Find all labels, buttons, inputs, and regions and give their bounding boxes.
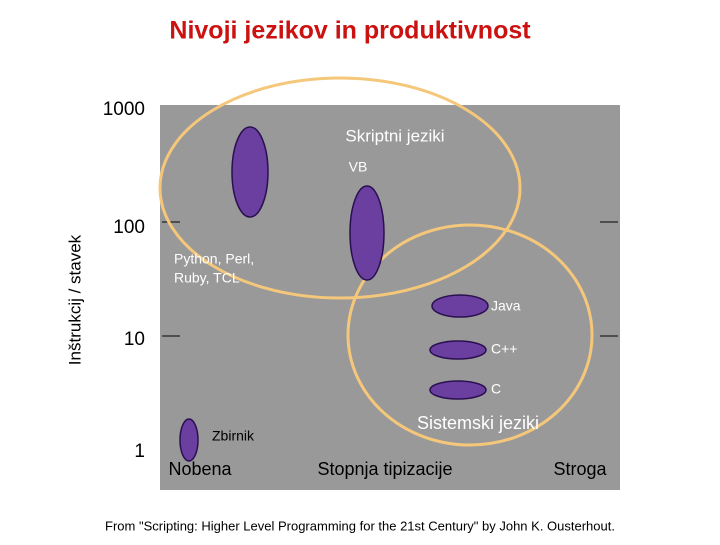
language-label: VB (349, 159, 368, 175)
language-label: Ruby, TCL (174, 270, 240, 286)
y-tick-label: 10 (124, 329, 145, 350)
language-label: C++ (491, 341, 517, 357)
scripting-region (158, 76, 522, 300)
group-label: Skriptni jeziki (345, 126, 444, 145)
tick-marks (162, 221, 618, 337)
x-axis-right: Stroga (553, 459, 607, 479)
group-label: Sistemski jeziki (417, 413, 539, 433)
language-label: Python, Perl, (174, 251, 254, 267)
cpp-ellipse (429, 340, 487, 360)
java-ellipse (431, 294, 489, 318)
scripting-ellipse (231, 126, 269, 218)
systems-region (346, 223, 594, 447)
y-tick-label: 1000 (103, 99, 145, 120)
y-tick-label: 100 (113, 217, 145, 238)
c-ellipse (429, 380, 487, 400)
y-axis-label: Inštrukcij / stavek (65, 234, 84, 365)
title: Nivoji jezikov in produktivnost (169, 17, 531, 45)
x-axis-label: Stopnja tipizacije (317, 459, 452, 479)
footnote: From "Scripting: Higher Level Programmin… (105, 518, 615, 533)
language-label: C (491, 381, 501, 397)
assembly-ellipse (179, 418, 199, 462)
x-axis-left: Nobena (168, 459, 232, 479)
language-label: Zbirnik (212, 428, 255, 444)
vb-ellipse (349, 185, 385, 281)
y-tick-label: 1 (134, 441, 145, 462)
language-label: Java (491, 298, 521, 314)
